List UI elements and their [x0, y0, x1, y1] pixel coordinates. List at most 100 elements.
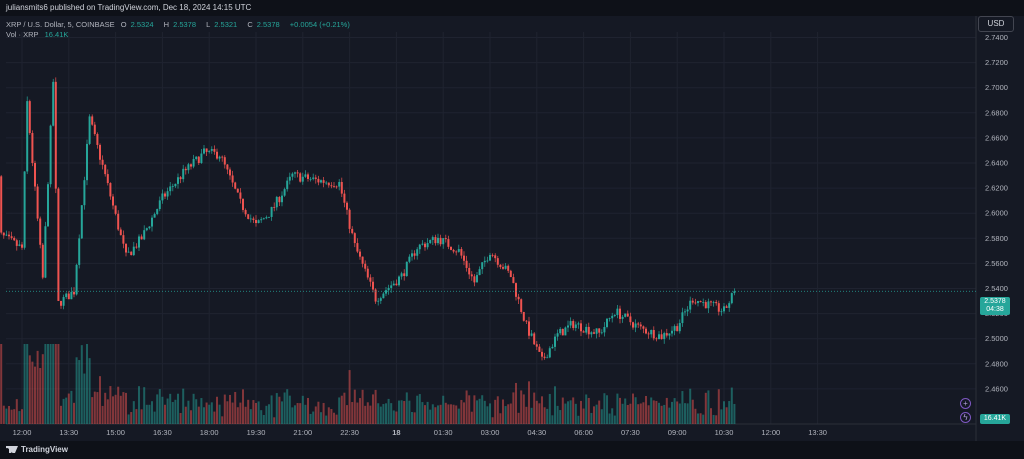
- candle-body: [268, 216, 270, 218]
- volume-bar: [494, 399, 497, 424]
- candle-body: [637, 323, 640, 325]
- volume-bar: [353, 389, 356, 424]
- volume-bar: [468, 395, 471, 424]
- candle-body: [634, 323, 637, 328]
- volume-bar: [278, 396, 281, 424]
- candle-body: [296, 172, 299, 174]
- volume-bar: [140, 409, 143, 424]
- tradingview-logo[interactable]: TradingView: [6, 445, 68, 454]
- price-tick-label: 2.5600: [985, 259, 1008, 268]
- candle-body: [408, 256, 411, 262]
- volume-bar: [195, 399, 198, 424]
- plus-circle-icon[interactable]: +: [960, 398, 971, 409]
- volume-bar: [676, 401, 679, 424]
- volume-bar: [668, 407, 671, 424]
- candle-body: [286, 180, 289, 190]
- volume-bar: [296, 403, 299, 424]
- candle-body: [598, 328, 601, 333]
- volume-bar: [288, 395, 291, 424]
- candle-body: [151, 217, 153, 227]
- volume-badge: 16.41K: [980, 414, 1010, 424]
- candle-body: [213, 149, 216, 152]
- price-tick-label: 2.6000: [985, 209, 1008, 218]
- price-tick-label: 2.6400: [985, 159, 1008, 168]
- volume-bar: [603, 393, 606, 424]
- candle-body: [205, 148, 208, 152]
- candle-body: [278, 196, 281, 203]
- volume-bar: [452, 404, 455, 424]
- volume-bar: [286, 389, 289, 424]
- currency-button[interactable]: USD: [978, 16, 1014, 32]
- volume-bar: [379, 406, 382, 424]
- volume-bar: [377, 403, 380, 424]
- volume-bar: [723, 401, 725, 424]
- volume-bar: [517, 412, 520, 424]
- volume-bar: [255, 402, 257, 424]
- time-tick-label: 01:30: [434, 428, 453, 437]
- volume-bar: [101, 405, 104, 424]
- candle-body: [684, 311, 686, 313]
- candle-body: [733, 291, 736, 294]
- candle-body: [593, 332, 595, 334]
- candle-body: [21, 244, 23, 248]
- volume-bar: [431, 404, 434, 424]
- volume-bar: [652, 400, 655, 424]
- time-axis: 12:00 13:30 15:00 16:30 18:00 19:30 21:00 22:30…: [13, 428, 827, 437]
- open-label: O: [120, 20, 127, 29]
- candlestick-chart[interactable]: 2.7400 2.7200 2.7000 2.6800 2.6600 2.6400 2.62…: [0, 16, 1024, 441]
- candle-body: [512, 277, 515, 284]
- candle-body: [382, 293, 385, 299]
- candle-body: [13, 237, 16, 241]
- volume-bar: [106, 399, 109, 424]
- candle-body: [359, 251, 361, 257]
- price-tick-label: 2.6800: [985, 108, 1008, 117]
- candle-body: [606, 318, 608, 327]
- volume-bar: [637, 404, 640, 424]
- candle-body: [379, 298, 382, 301]
- volume-bar: [221, 416, 224, 424]
- volume-bar: [210, 402, 213, 424]
- volume-bar: [551, 415, 554, 424]
- candle-body: [694, 302, 697, 304]
- volume-bar: [533, 392, 536, 424]
- candle-body: [377, 300, 380, 302]
- candle-body: [158, 200, 161, 210]
- candle-body: [398, 276, 400, 286]
- candle-body: [140, 236, 143, 240]
- volume-bar: [694, 408, 697, 424]
- volume-bar: [593, 406, 595, 424]
- candle-body: [437, 237, 439, 244]
- candle-body: [585, 326, 588, 333]
- candle-body: [288, 176, 291, 181]
- time-tick-label: 19:30: [247, 428, 266, 437]
- volume-bar: [434, 407, 437, 424]
- candle-body: [530, 333, 533, 336]
- volume-bar: [39, 368, 42, 424]
- candle-body: [122, 235, 125, 244]
- candle-body: [260, 219, 263, 221]
- volume-bar: [34, 366, 36, 424]
- candle-body: [621, 316, 624, 319]
- candle-body: [619, 308, 621, 319]
- volume-bar: [252, 400, 255, 424]
- candle-body: [478, 269, 481, 276]
- volume-bar: [543, 407, 546, 424]
- candle-body: [655, 338, 658, 340]
- volume-bar: [47, 344, 49, 424]
- volume-bar: [561, 397, 564, 424]
- volume-bar: [632, 393, 634, 424]
- candle-body: [626, 313, 629, 317]
- volume-bar: [333, 412, 335, 424]
- candle-body: [702, 302, 705, 303]
- price-tick-label: 2.7400: [985, 33, 1008, 42]
- candle-body: [582, 331, 585, 333]
- lightning-icon[interactable]: ϟ: [960, 412, 971, 423]
- volume-bar: [595, 404, 598, 424]
- high-value: 2.5378: [173, 20, 197, 29]
- candle-body: [301, 176, 304, 182]
- volume-bar: [229, 394, 231, 424]
- volume-bar: [717, 389, 720, 424]
- volume-bar: [0, 344, 3, 424]
- volume-bar: [361, 389, 364, 424]
- candle-body: [541, 351, 543, 357]
